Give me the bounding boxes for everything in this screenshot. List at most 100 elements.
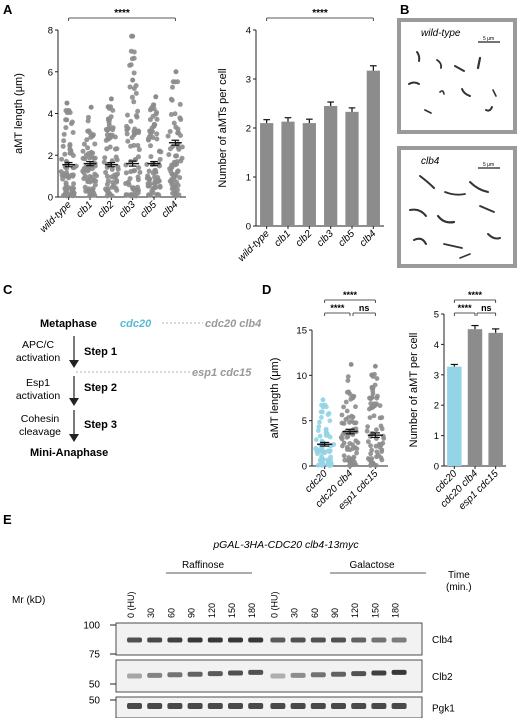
data-point xyxy=(82,156,88,162)
y-tick-label: 3 xyxy=(434,370,439,381)
blot-band xyxy=(167,703,183,709)
data-point xyxy=(377,415,383,421)
data-point xyxy=(69,121,75,127)
data-point xyxy=(86,151,92,157)
data-point xyxy=(323,430,329,436)
data-point xyxy=(152,174,158,180)
data-point xyxy=(146,192,152,198)
blot-band xyxy=(331,671,346,677)
data-point xyxy=(92,171,98,177)
data-point xyxy=(168,112,174,118)
marker-label: 50 xyxy=(89,696,101,707)
pathway-cohesin-line2: cleavage xyxy=(19,426,61,438)
blot-band xyxy=(310,637,326,643)
data-point xyxy=(374,395,380,401)
data-point xyxy=(170,79,176,85)
significance-label: **** xyxy=(468,290,483,300)
blot-band xyxy=(147,703,163,709)
chart-a-aMT-length: 0 2 4 6 8 wild-type clb1 clb2 clb3 clb5 clb4 aMT le… xyxy=(13,8,186,235)
data-point xyxy=(177,101,183,107)
protein-label: Clb4 xyxy=(432,635,453,646)
lane-label: 180 xyxy=(391,603,401,618)
blot-band xyxy=(351,671,367,677)
pathway-apc-line2: activation xyxy=(16,352,61,364)
data-point xyxy=(320,409,325,415)
blot-band xyxy=(290,703,306,709)
data-point xyxy=(353,438,359,444)
data-point xyxy=(379,447,385,453)
data-point-max xyxy=(348,362,354,367)
data-point xyxy=(154,116,160,122)
data-point xyxy=(158,149,164,155)
x-category-label: wild-type xyxy=(38,199,74,235)
significance-label: **** xyxy=(114,8,130,19)
data-point xyxy=(148,154,154,160)
significance-label: ns xyxy=(359,303,370,313)
blot-band xyxy=(207,637,223,643)
data-point xyxy=(101,159,107,165)
data-point xyxy=(341,404,346,410)
blot-title: pGAL-3HA-CDC20 clb4-13myc xyxy=(212,539,359,551)
lane-label: 0 (HU) xyxy=(269,591,279,618)
data-point xyxy=(350,442,355,448)
blot-band xyxy=(270,673,286,679)
protein-label: Clb2 xyxy=(432,672,453,683)
data-point xyxy=(313,437,319,443)
data-point xyxy=(153,169,159,175)
data-point xyxy=(147,117,153,123)
x-category-label: clb1 xyxy=(74,199,95,220)
panel-label-a: A xyxy=(3,2,13,17)
data-point xyxy=(58,169,64,175)
data-point xyxy=(92,141,98,147)
y-tick-label: 4 xyxy=(48,109,53,120)
data-point xyxy=(104,173,110,179)
data-point xyxy=(318,415,324,420)
data-point xyxy=(83,188,89,194)
data-point xyxy=(372,371,377,377)
x-category-label: clb4 xyxy=(160,199,181,220)
blot-band xyxy=(391,669,407,675)
data-point xyxy=(89,175,95,181)
data-point xyxy=(165,133,171,139)
marker-label: 100 xyxy=(83,621,100,632)
chart-a-aMT-number: 0 1 2 3 4 wild-type clb1 clb2 clb3 clb5 clb4 Number… xyxy=(217,8,384,264)
blot-band xyxy=(127,637,142,643)
data-point xyxy=(131,142,137,148)
blot-time-label: Time xyxy=(448,570,470,581)
data-point xyxy=(347,391,353,397)
lane-label: 30 xyxy=(146,608,156,618)
data-point xyxy=(91,155,97,161)
data-point xyxy=(135,154,141,160)
pathway-diagram: Metaphase cdc20 cdc20 clb4 APC/C activat… xyxy=(16,318,261,459)
data-point xyxy=(364,428,370,434)
data-point xyxy=(146,168,152,174)
data-point xyxy=(354,450,359,456)
data-point xyxy=(68,172,74,178)
data-point xyxy=(123,170,129,176)
blot-band xyxy=(147,637,163,643)
lane-label: 60 xyxy=(166,608,176,618)
data-point xyxy=(92,182,98,188)
blot-strip xyxy=(115,659,423,693)
x-category-label: clb2 xyxy=(294,228,315,249)
blot-band xyxy=(331,703,346,709)
data-point xyxy=(374,449,380,455)
data-point xyxy=(133,90,139,96)
data-point xyxy=(103,169,109,175)
significance-label: **** xyxy=(330,303,345,313)
data-point xyxy=(368,443,373,449)
blot-band xyxy=(310,703,326,709)
data-point xyxy=(352,420,357,426)
marker-label: 75 xyxy=(89,650,101,661)
panel-label-b: B xyxy=(400,2,409,17)
data-point xyxy=(353,404,358,410)
data-point xyxy=(173,190,179,196)
data-point xyxy=(179,144,185,150)
lane-label: 120 xyxy=(207,603,217,618)
data-point xyxy=(368,463,373,468)
data-point xyxy=(63,125,69,131)
data-point xyxy=(63,185,69,191)
x-category-label: clb1 xyxy=(272,228,293,249)
